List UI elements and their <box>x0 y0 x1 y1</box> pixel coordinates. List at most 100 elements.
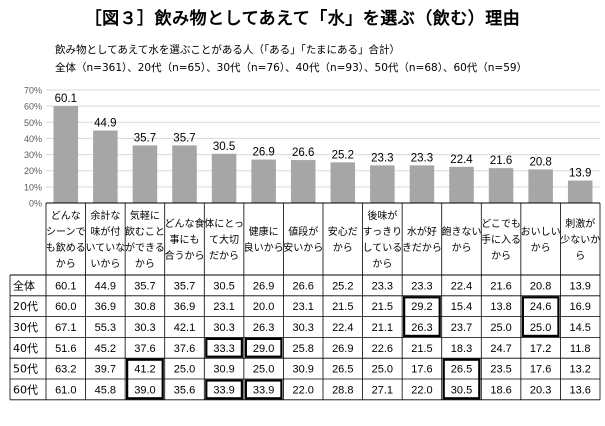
bar <box>53 105 79 203</box>
category-label: から <box>333 242 353 254</box>
table-cell-value: 23.1 <box>213 301 234 313</box>
table-cell-value: 22.0 <box>411 384 432 396</box>
table-cell-value: 51.6 <box>55 343 76 355</box>
sample-size-note: 全体（n=361）、20代（n=65）、30代（n=76）、40代（n=93）、… <box>55 62 528 74</box>
category-label: も飲める <box>46 241 86 254</box>
table-cell-value: 25.0 <box>253 364 274 376</box>
table-cell-value: 37.6 <box>174 343 195 355</box>
table-cell-value: 30.5 <box>451 384 472 396</box>
category-label: 余計な <box>90 209 120 222</box>
table-row-label: 20代 <box>13 300 38 313</box>
table-cell-value: 22.0 <box>293 384 314 396</box>
category-label: どこでも <box>481 218 521 230</box>
highlight-box <box>244 337 283 358</box>
category-label: している <box>363 242 403 254</box>
table-cell-value: 30.5 <box>213 280 234 292</box>
category-label: 少ないか <box>560 234 600 246</box>
table-cell-value: 45.2 <box>95 343 116 355</box>
bar <box>370 165 395 203</box>
table-cell-value: 23.5 <box>490 364 511 376</box>
table-cell-value: 18.3 <box>451 343 472 355</box>
table-row-label: 60代 <box>13 383 38 396</box>
y-tick-label: 70% <box>24 86 42 96</box>
y-tick-label: 30% <box>24 150 42 160</box>
bar <box>330 162 356 203</box>
bar <box>409 165 435 203</box>
highlight-box <box>244 379 283 400</box>
category-label: 安いから <box>283 241 323 254</box>
category-label: 気軽に <box>130 209 160 222</box>
table-cell-value: 29.0 <box>253 343 274 355</box>
bar <box>132 145 158 203</box>
category-label: だから <box>209 250 239 262</box>
category-label: から <box>491 250 511 262</box>
table-cell-value: 33.3 <box>213 343 234 355</box>
y-tick-label: 10% <box>24 182 42 192</box>
table-cell-value: 25.2 <box>332 280 353 292</box>
table-cell-value: 14.5 <box>570 322 591 334</box>
table-cell-value: 23.3 <box>411 280 432 292</box>
table-cell-value: 26.9 <box>332 343 353 355</box>
category-label: 良いから <box>244 241 284 254</box>
table-cell-value: 30.3 <box>213 322 234 334</box>
table-cell-value: 21.1 <box>372 322 393 334</box>
table-cell-value: 30.8 <box>134 301 155 313</box>
data-label: 60.1 <box>55 93 77 105</box>
table-cell-value: 20.0 <box>253 301 274 313</box>
data-label: 26.6 <box>292 147 314 159</box>
highlight-box <box>205 379 243 400</box>
data-label: 35.7 <box>134 132 156 144</box>
table-cell-value: 13.6 <box>570 384 591 396</box>
table-cell-value: 11.8 <box>570 343 591 355</box>
bar <box>528 169 553 203</box>
data-label: 44.9 <box>94 118 116 130</box>
table-cell-value: 26.5 <box>332 364 353 376</box>
table-cell-value: 29.2 <box>411 301 432 313</box>
bar <box>211 153 237 203</box>
category-label: おいしい <box>521 226 561 238</box>
table-cell-value: 13.2 <box>570 364 591 376</box>
category-label: から <box>56 258 76 270</box>
data-label: 25.2 <box>332 149 354 161</box>
table-cell-value: 42.1 <box>174 322 195 334</box>
category-label: 後味が <box>367 209 397 222</box>
table-cell-value: 28.8 <box>332 384 353 396</box>
table-cell-value: 61.0 <box>55 384 76 396</box>
table-cell-value: 33.9 <box>253 384 274 396</box>
category-label: 刺激が <box>565 217 595 230</box>
highlight-box <box>403 296 441 337</box>
table-cell-value: 17.2 <box>530 343 551 355</box>
page-title: ［図３］飲み物としてあえて「水」を選ぶ（飲む）理由 <box>84 9 521 29</box>
category-label: て大切 <box>209 233 239 246</box>
highlight-box <box>442 358 481 400</box>
table-cell-value: 30.3 <box>293 322 314 334</box>
table-cell-value: 60.1 <box>55 280 76 292</box>
category-label: いていな <box>86 242 126 254</box>
highlight-box <box>205 337 243 358</box>
data-label: 30.5 <box>213 141 235 153</box>
table-cell-value: 63.2 <box>55 364 76 376</box>
bar <box>172 145 197 203</box>
y-tick-label: 40% <box>24 134 42 144</box>
category-label: シーンで <box>46 227 86 238</box>
table-cell-value: 25.0 <box>174 364 195 376</box>
table-cell-value: 17.6 <box>411 364 432 376</box>
table-cell-value: 23.7 <box>451 322 472 334</box>
table-cell-value: 26.6 <box>293 280 314 292</box>
table-cell-value: 23.3 <box>372 280 393 292</box>
category-label: いから <box>90 258 120 270</box>
table-cell-value: 17.6 <box>530 364 551 376</box>
table-row-label: 全体 <box>13 278 35 292</box>
category-label: から <box>135 258 155 270</box>
highlight-box <box>126 358 164 400</box>
data-label: 35.7 <box>173 132 195 144</box>
table-row-label: 40代 <box>13 342 38 355</box>
table-cell-value: 35.7 <box>174 280 195 292</box>
category-label: 合うから <box>165 249 205 262</box>
table-cell-value: 26.3 <box>411 322 432 334</box>
table-cell-value: 36.9 <box>174 301 195 313</box>
category-label: 水が好 <box>407 225 437 238</box>
category-label: 手に入る <box>481 233 521 246</box>
table-cell-value: 26.5 <box>451 364 472 376</box>
